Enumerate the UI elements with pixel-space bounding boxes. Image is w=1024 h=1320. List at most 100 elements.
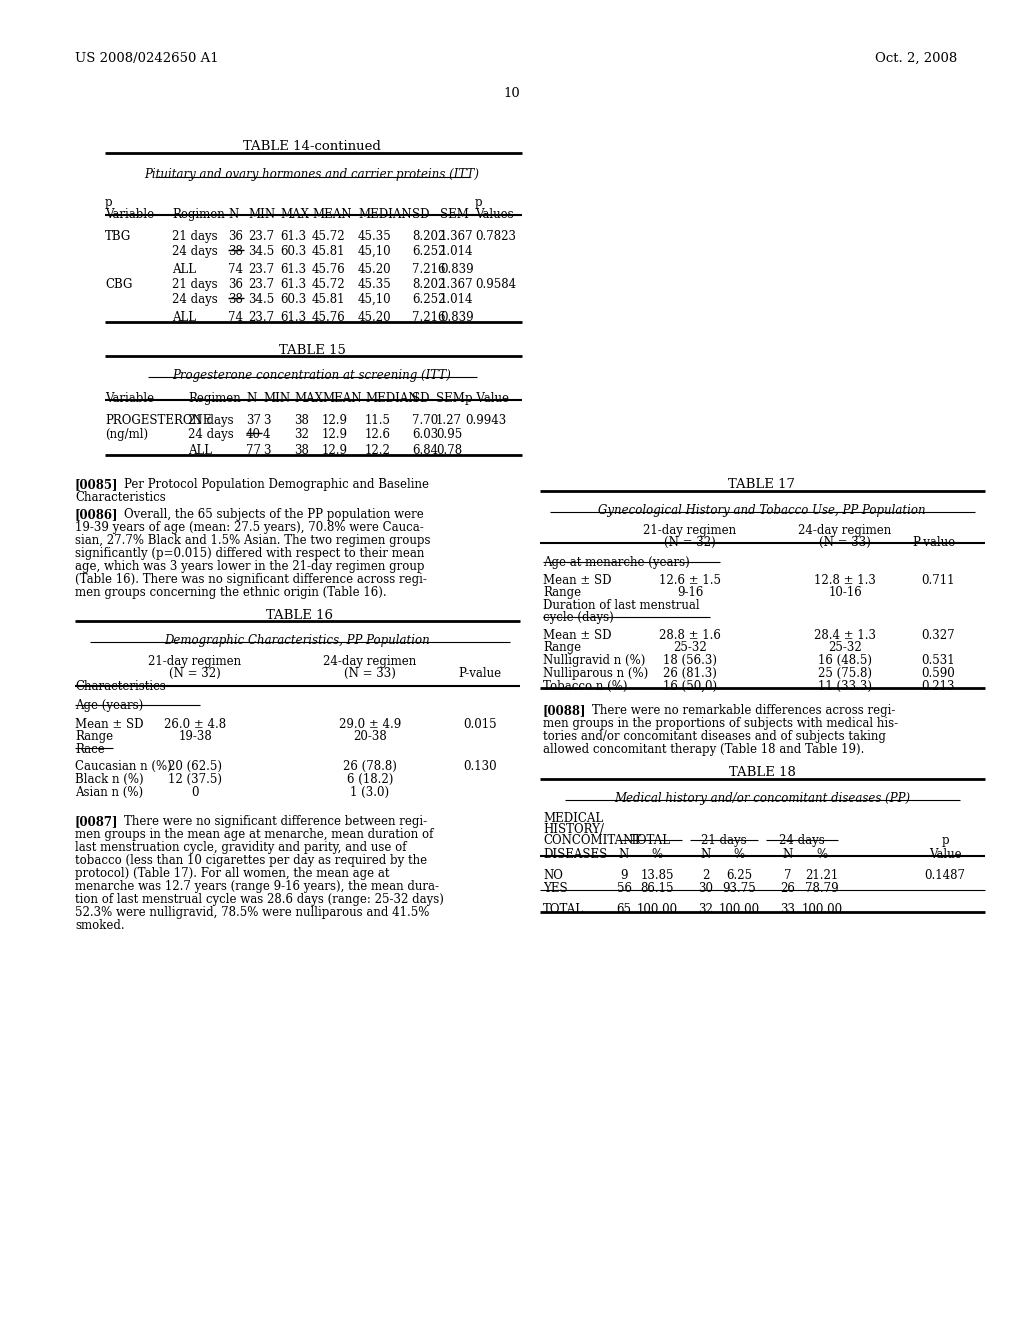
Text: 21 days: 21 days <box>188 414 233 426</box>
Text: 0.95: 0.95 <box>436 428 462 441</box>
Text: 10: 10 <box>504 87 520 100</box>
Text: N: N <box>618 847 629 861</box>
Text: tories and/or concomitant diseases and of subjects taking: tories and/or concomitant diseases and o… <box>543 730 886 743</box>
Text: ALL: ALL <box>172 312 196 323</box>
Text: MEDICAL: MEDICAL <box>543 812 603 825</box>
Text: 12 (37.5): 12 (37.5) <box>168 774 222 785</box>
Text: [0088]: [0088] <box>543 704 587 717</box>
Text: MEAN: MEAN <box>312 209 351 220</box>
Text: 26 (78.8): 26 (78.8) <box>343 760 397 774</box>
Text: Characteristics: Characteristics <box>75 680 166 693</box>
Text: 21-day regimen: 21-day regimen <box>643 524 736 537</box>
Text: 1.367: 1.367 <box>440 279 474 290</box>
Text: 6.252: 6.252 <box>412 246 445 257</box>
Text: Nulligravid n (%): Nulligravid n (%) <box>543 653 645 667</box>
Text: 37: 37 <box>246 414 261 426</box>
Text: %: % <box>651 847 663 861</box>
Text: 0.839: 0.839 <box>440 312 474 323</box>
Text: Age (years): Age (years) <box>75 700 143 711</box>
Text: p: p <box>105 195 113 209</box>
Text: MAX: MAX <box>280 209 309 220</box>
Text: 9-16: 9-16 <box>677 586 703 599</box>
Text: 12.9: 12.9 <box>322 414 348 426</box>
Text: 93.75: 93.75 <box>722 882 756 895</box>
Text: 12.6: 12.6 <box>365 428 391 441</box>
Text: YES: YES <box>543 882 567 895</box>
Text: 1 (3.0): 1 (3.0) <box>350 785 389 799</box>
Text: 4: 4 <box>263 428 270 441</box>
Text: PROGESTERONE: PROGESTERONE <box>105 414 211 426</box>
Text: tion of last menstrual cycle was 28.6 days (range: 25-32 days): tion of last menstrual cycle was 28.6 da… <box>75 894 443 906</box>
Text: 45.81: 45.81 <box>312 246 345 257</box>
Text: p: p <box>941 834 949 847</box>
Text: ALL: ALL <box>172 263 196 276</box>
Text: 10-16: 10-16 <box>828 586 862 599</box>
Text: Gynecological History and Tobacco Use, PP Population: Gynecological History and Tobacco Use, P… <box>598 504 926 517</box>
Text: 7.70: 7.70 <box>412 414 438 426</box>
Text: 0.1487: 0.1487 <box>925 869 966 882</box>
Text: last menstruation cycle, gravidity and parity, and use of: last menstruation cycle, gravidity and p… <box>75 841 407 854</box>
Text: 12.6 ± 1.5: 12.6 ± 1.5 <box>659 574 721 587</box>
Text: 23.7: 23.7 <box>248 279 274 290</box>
Text: men groups concerning the ethnic origin (Table 16).: men groups concerning the ethnic origin … <box>75 586 387 599</box>
Text: 45.76: 45.76 <box>312 312 346 323</box>
Text: 45.72: 45.72 <box>312 230 346 243</box>
Text: sian, 27.7% Black and 1.5% Asian. The two regimen groups: sian, 27.7% Black and 1.5% Asian. The tw… <box>75 535 430 546</box>
Text: TOTAL: TOTAL <box>543 903 584 916</box>
Text: 45.20: 45.20 <box>358 312 391 323</box>
Text: 34.5: 34.5 <box>248 293 274 306</box>
Text: 19-38: 19-38 <box>178 730 212 743</box>
Text: 13.85: 13.85 <box>640 869 674 882</box>
Text: 74: 74 <box>228 312 243 323</box>
Text: 0.78: 0.78 <box>436 444 462 457</box>
Text: 38: 38 <box>294 444 309 457</box>
Text: TABLE 14-continued: TABLE 14-continued <box>243 140 381 153</box>
Text: 0.7823: 0.7823 <box>475 230 516 243</box>
Text: Progesterone concentration at screening (ITT): Progesterone concentration at screening … <box>173 370 452 381</box>
Text: Values: Values <box>475 209 514 220</box>
Text: Regimen: Regimen <box>172 209 224 220</box>
Text: TABLE 18: TABLE 18 <box>728 766 796 779</box>
Text: 20 (62.5): 20 (62.5) <box>168 760 222 774</box>
Text: 0.590: 0.590 <box>922 667 955 680</box>
Text: 65: 65 <box>616 903 632 916</box>
Text: 0.711: 0.711 <box>922 574 955 587</box>
Text: 26: 26 <box>780 882 796 895</box>
Text: 61.3: 61.3 <box>280 263 306 276</box>
Text: 0.015: 0.015 <box>463 718 497 731</box>
Text: 74: 74 <box>228 263 243 276</box>
Text: 36: 36 <box>228 230 243 243</box>
Text: 11 (33.3): 11 (33.3) <box>818 680 872 693</box>
Text: 86.15: 86.15 <box>640 882 674 895</box>
Text: (N = 32): (N = 32) <box>169 667 221 680</box>
Text: 45.72: 45.72 <box>312 279 346 290</box>
Text: %: % <box>733 847 744 861</box>
Text: [0086]: [0086] <box>75 508 119 521</box>
Text: 24-day regimen: 24-day regimen <box>799 524 892 537</box>
Text: SD: SD <box>412 392 429 405</box>
Text: 36: 36 <box>228 279 243 290</box>
Text: 16 (48.5): 16 (48.5) <box>818 653 872 667</box>
Text: US 2008/0242650 A1: US 2008/0242650 A1 <box>75 51 219 65</box>
Text: 3: 3 <box>263 444 270 457</box>
Text: 60.3: 60.3 <box>280 246 306 257</box>
Text: 25-32: 25-32 <box>828 642 862 653</box>
Text: DISEASES: DISEASES <box>543 847 607 861</box>
Text: men groups in the proportions of subjects with medical his-: men groups in the proportions of subject… <box>543 717 898 730</box>
Text: 28.4 ± 1.3: 28.4 ± 1.3 <box>814 630 876 642</box>
Text: (N = 32): (N = 32) <box>665 536 716 549</box>
Text: 32: 32 <box>698 903 714 916</box>
Text: 38: 38 <box>294 414 309 426</box>
Text: (ng/ml): (ng/ml) <box>105 428 148 441</box>
Text: Nulliparous n (%): Nulliparous n (%) <box>543 667 648 680</box>
Text: N: N <box>246 392 256 405</box>
Text: 0.531: 0.531 <box>922 653 955 667</box>
Text: men groups in the mean age at menarche, mean duration of: men groups in the mean age at menarche, … <box>75 828 433 841</box>
Text: 34.5: 34.5 <box>248 246 274 257</box>
Text: TOTAL: TOTAL <box>630 834 671 847</box>
Text: Demographic Characteristics, PP Population: Demographic Characteristics, PP Populati… <box>164 634 430 647</box>
Text: Tobacco n (%): Tobacco n (%) <box>543 680 628 693</box>
Text: 1.014: 1.014 <box>440 246 473 257</box>
Text: MAX: MAX <box>294 392 323 405</box>
Text: 100.00: 100.00 <box>802 903 843 916</box>
